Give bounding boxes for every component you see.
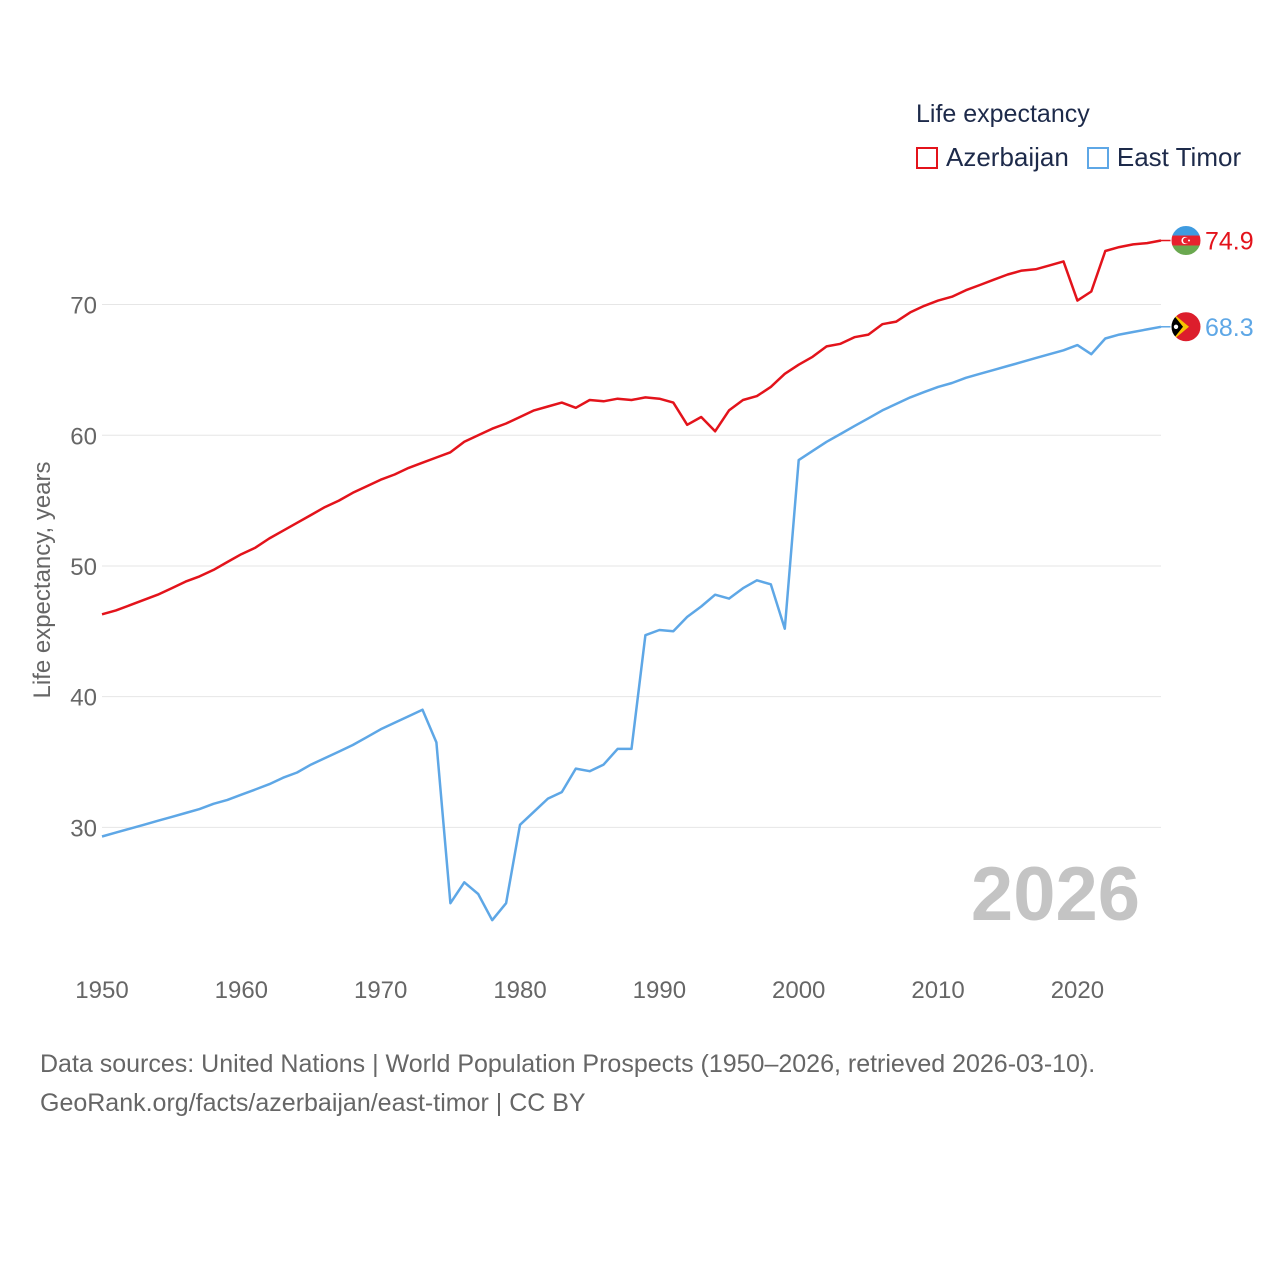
series-line-east-timor[interactable] xyxy=(101,325,1162,922)
legend-label-azerbaijan: Azerbaijan xyxy=(946,142,1069,172)
y-tick-label: 70 xyxy=(70,293,97,320)
y-tick-label: 40 xyxy=(70,685,97,712)
legend-title: Life expectancy xyxy=(916,100,1090,128)
y-tick-label: 60 xyxy=(70,423,97,450)
data-sources-text: Data sources: United Nations | World Pop… xyxy=(40,1050,1096,1078)
x-tick-label: 1950 xyxy=(75,977,128,1004)
x-axis-ticks: 1950 1960 1970 1980 1990 2000 2010 2020 xyxy=(75,977,1104,1004)
x-tick-label: 2000 xyxy=(772,977,825,1004)
x-tick-label: 1990 xyxy=(633,977,686,1004)
footer: Data sources: United Nations | World Pop… xyxy=(40,1045,1095,1123)
y-axis-ticks: 30 40 50 60 70 xyxy=(70,293,97,843)
legend-swatch-east-timor xyxy=(1086,146,1109,169)
year-watermark: 2026 xyxy=(971,852,1140,937)
source-link[interactable]: GeoRank.org/facts/azerbaijan/east-timor … xyxy=(40,1089,586,1117)
legend-swatch-azerbaijan xyxy=(916,146,938,169)
east-timor-flag-icon xyxy=(1170,311,1202,343)
series-line-azerbaijan[interactable] xyxy=(101,239,1162,616)
y-tick-label: 50 xyxy=(70,554,97,581)
x-tick-label: 1960 xyxy=(215,977,268,1004)
legend: Azerbaijan East Timor xyxy=(916,142,1259,173)
x-tick-label: 2020 xyxy=(1051,977,1104,1004)
azerbaijan-flag-icon xyxy=(1170,225,1202,257)
legend-item-azerbaijan[interactable]: Azerbaijan xyxy=(916,142,1069,173)
legend-item-east-timor[interactable]: East Timor xyxy=(1086,142,1242,173)
x-tick-label: 1970 xyxy=(354,977,407,1004)
gridlines xyxy=(102,304,1161,828)
legend-label-east-timor: East Timor xyxy=(1116,142,1242,172)
end-value-label: 74.9 xyxy=(1205,228,1254,256)
end-value-label: 68.3 xyxy=(1205,314,1254,342)
y-tick-label: 30 xyxy=(70,815,97,842)
end-markers: 74.9 68.3 xyxy=(1161,225,1254,343)
y-axis-title: Life expectancy, years xyxy=(29,461,56,698)
x-tick-label: 2010 xyxy=(911,977,964,1004)
series-lines xyxy=(101,239,1162,922)
x-tick-label: 1980 xyxy=(493,977,546,1004)
